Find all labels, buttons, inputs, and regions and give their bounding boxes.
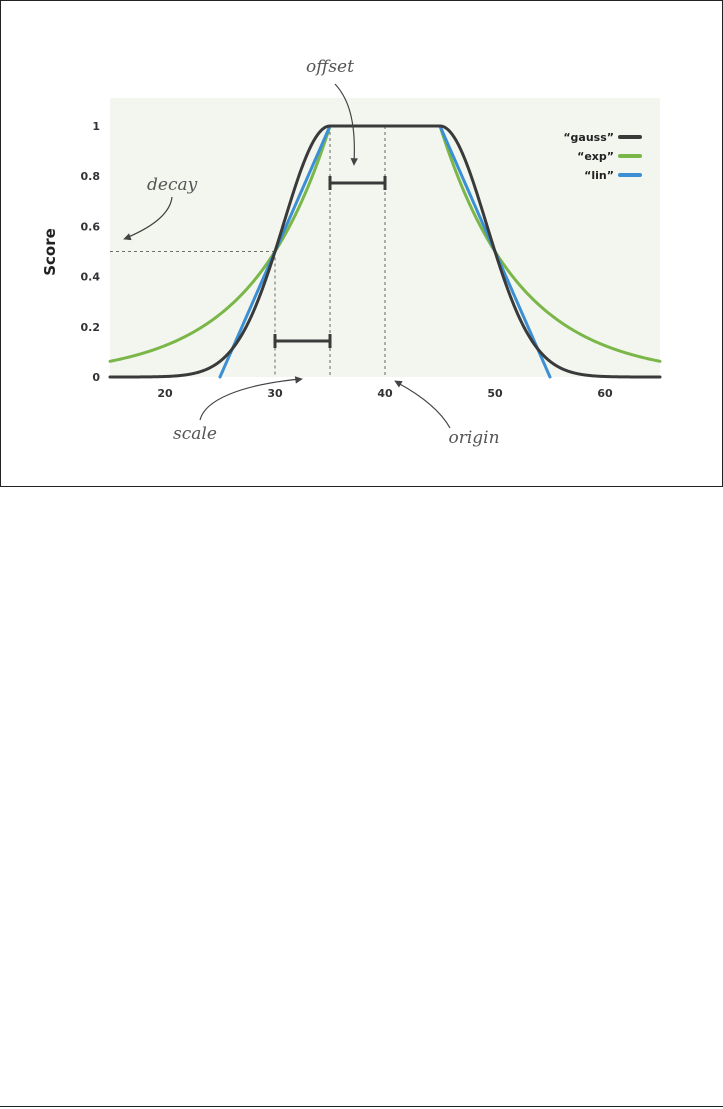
x-tick-label: 30 [267,387,283,400]
annotation-arrow-origin [394,380,451,429]
x-tick-label: 40 [377,387,393,400]
annotation-offset: offset [306,57,354,77]
y-tick-label: 0.2 [81,321,101,334]
legend: “gauss” “exp” “lin” [563,131,642,182]
annotation-arrow-origin-shaft [397,382,451,429]
annotation-arrow-scale-shaft [199,378,301,421]
x-tick-label: 20 [157,387,173,400]
annotation-arrow-decay-shaft [125,196,173,239]
y-axis-ticks: 0 0.2 0.4 0.6 0.8 1 [81,120,101,384]
annotation-arrow-offset-shaft [334,83,355,164]
series-layer [108,124,662,379]
x-axis-ticks: 20 30 40 50 60 [157,387,613,400]
y-tick-label: 0 [92,371,100,384]
offset-bracket [328,176,387,190]
y-axis-label: Score [41,228,59,276]
scale-bracket [273,334,332,348]
y-tick-label: 0.6 [81,220,101,233]
decay-function-chart: 20 30 40 50 60 00.20.40.60.81 Score “gauss”“… [41,57,662,448]
series-line-gauss [108,124,662,379]
legend-label-exp: “exp” [577,150,614,163]
guide-lines [110,126,386,377]
y-tick-label: 1 [92,120,100,133]
annotation-origin: origin [448,428,499,448]
annotation-arrow-offset-head [350,158,358,166]
annotation-arrow-decay-head [123,233,132,241]
legend-label-lin: “lin” [584,169,614,182]
x-tick-label: 50 [487,387,503,400]
page-bottom-rule [0,1106,723,1107]
brackets [273,176,387,348]
annotation-arrow-scale-head [294,376,303,384]
annotations: offset decay scale origin [123,57,500,448]
legend-label-gauss: “gauss” [563,131,614,144]
annotation-arrow-scale [199,376,303,421]
annotation-arrow-origin-head [394,380,403,388]
annotation-arrow-offset [334,83,358,166]
y-tick-label: 0.4 [81,271,101,284]
annotation-scale: scale [173,424,217,444]
y-tick-label: 0.8 [81,170,101,183]
x-tick-label: 60 [597,387,613,400]
annotation-arrow-decay [123,196,173,241]
annotation-decay: decay [147,175,198,195]
